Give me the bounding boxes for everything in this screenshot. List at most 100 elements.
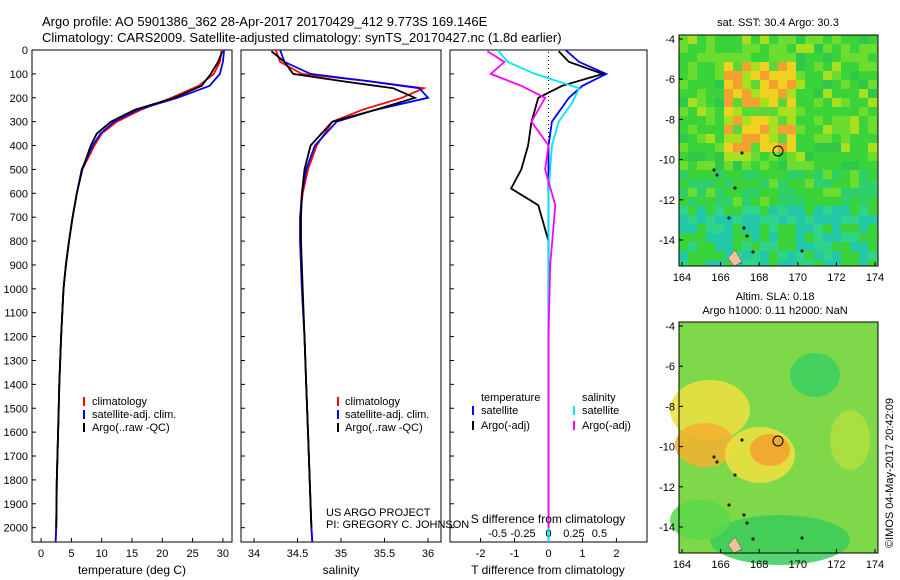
- sst-cell: [742, 197, 751, 206]
- sst-cell: [796, 62, 805, 71]
- sst-cell: [814, 107, 823, 116]
- sst-cell: [778, 197, 787, 206]
- sst-cell: [841, 233, 850, 242]
- sst-cell: [814, 89, 823, 98]
- sst-cell: [688, 242, 697, 251]
- x-tick-label: 5: [68, 548, 74, 560]
- sst-cell: [814, 71, 823, 80]
- sst-cell: [769, 44, 778, 53]
- depth-tick-label: 1500: [4, 403, 28, 415]
- sst-cell: [706, 197, 715, 206]
- sst-cell: [832, 224, 841, 233]
- sst-cell: [850, 125, 859, 134]
- sst-cell: [733, 170, 742, 179]
- sst-cell: [868, 98, 877, 107]
- series-line-temperature-satellite: [547, 49, 609, 542]
- sst-cell: [823, 44, 832, 53]
- argo-float-marker: [772, 435, 784, 447]
- sst-cell: [823, 116, 832, 125]
- depth-tick-label: 1400: [4, 379, 28, 391]
- sla-map: Altim. SLA: 0.18 Argo h1000: 0.11 h2000:…: [659, 291, 884, 571]
- sst-cell: [796, 89, 805, 98]
- sst-cell: [841, 53, 850, 62]
- sst-cell: [832, 188, 841, 197]
- sst-cell: [859, 242, 868, 251]
- sst-cell: [751, 107, 760, 116]
- sst-cell: [769, 242, 778, 251]
- sst-cell: [814, 80, 823, 89]
- sst-cell: [769, 260, 778, 266]
- sst-cell: [760, 98, 769, 107]
- lat-tick-label: -8: [665, 114, 675, 126]
- sst-cell: [814, 170, 823, 179]
- sst-cell: [832, 53, 841, 62]
- sst-cell: [706, 116, 715, 125]
- island-marker: [740, 151, 744, 155]
- sst-cell: [733, 35, 742, 44]
- sst-cell: [814, 179, 823, 188]
- sst-cell: [859, 152, 868, 161]
- x-tick-label: 25: [186, 548, 198, 560]
- sst-cell: [850, 215, 859, 224]
- sst-cell: [868, 62, 877, 71]
- sst-cell: [715, 44, 724, 53]
- sla-blob: [710, 515, 850, 565]
- sla-map-subtitle: Argo h1000: 0.11 h2000: NaN: [702, 305, 847, 317]
- sst-cell: [805, 206, 814, 215]
- sst-cell: [859, 224, 868, 233]
- sla-blob: [675, 423, 735, 467]
- sst-cell: [697, 35, 706, 44]
- sst-cell: [850, 80, 859, 89]
- sst-cell: [679, 251, 688, 260]
- sst-cell: [697, 251, 706, 260]
- sst-cell: [679, 143, 688, 152]
- sst-cell: [697, 161, 706, 170]
- sst-cell: [742, 215, 751, 224]
- sst-cell: [805, 53, 814, 62]
- sst-cell: [697, 152, 706, 161]
- sla-map-frame: [678, 321, 879, 554]
- sst-cell: [760, 224, 769, 233]
- sst-cell: [769, 98, 778, 107]
- sst-cell: [823, 107, 832, 116]
- sst-cell: [760, 251, 769, 260]
- island-marker: [733, 473, 737, 477]
- sst-cell: [760, 35, 769, 44]
- sst-cell: [832, 80, 841, 89]
- sst-cell: [805, 161, 814, 170]
- island-marker: [751, 250, 755, 254]
- sst-cell: [805, 125, 814, 134]
- sst-cell: [688, 89, 697, 98]
- sst-cell: [751, 233, 760, 242]
- salinity-legend: climatology satellite-adj. clim. Argo(..…: [337, 396, 429, 434]
- temperature-lines: [54, 49, 225, 543]
- sst-cell: [724, 134, 733, 143]
- sst-cell: [814, 125, 823, 134]
- sst-cell: [778, 44, 787, 53]
- sst-cell: [688, 251, 697, 260]
- depth-tick-label: 800: [10, 236, 28, 248]
- sst-cell: [751, 188, 760, 197]
- sst-cell: [706, 161, 715, 170]
- sst-cell: [778, 89, 787, 98]
- sst-cell: [850, 170, 859, 179]
- sst-cell: [760, 107, 769, 116]
- sst-cell: [850, 206, 859, 215]
- sst-cell: [868, 251, 877, 260]
- sst-cell: [688, 170, 697, 179]
- sst-cell: [778, 224, 787, 233]
- series-line-argo-raw-qc-: [270, 50, 418, 528]
- sst-cell: [706, 233, 715, 242]
- sst-cell: [850, 179, 859, 188]
- temperature-panel: 0100200300400500600700800900100011001200…: [4, 45, 454, 577]
- sst-cell: [688, 233, 697, 242]
- sst-cell: [868, 170, 877, 179]
- sst-cell: [814, 134, 823, 143]
- sst-cell: [679, 242, 688, 251]
- sst-cell: [805, 35, 814, 44]
- sst-cell: [787, 89, 796, 98]
- sst-cell: [778, 125, 787, 134]
- difference-lines: [486, 49, 609, 542]
- sst-cell: [841, 260, 850, 266]
- sst-cell: [769, 134, 778, 143]
